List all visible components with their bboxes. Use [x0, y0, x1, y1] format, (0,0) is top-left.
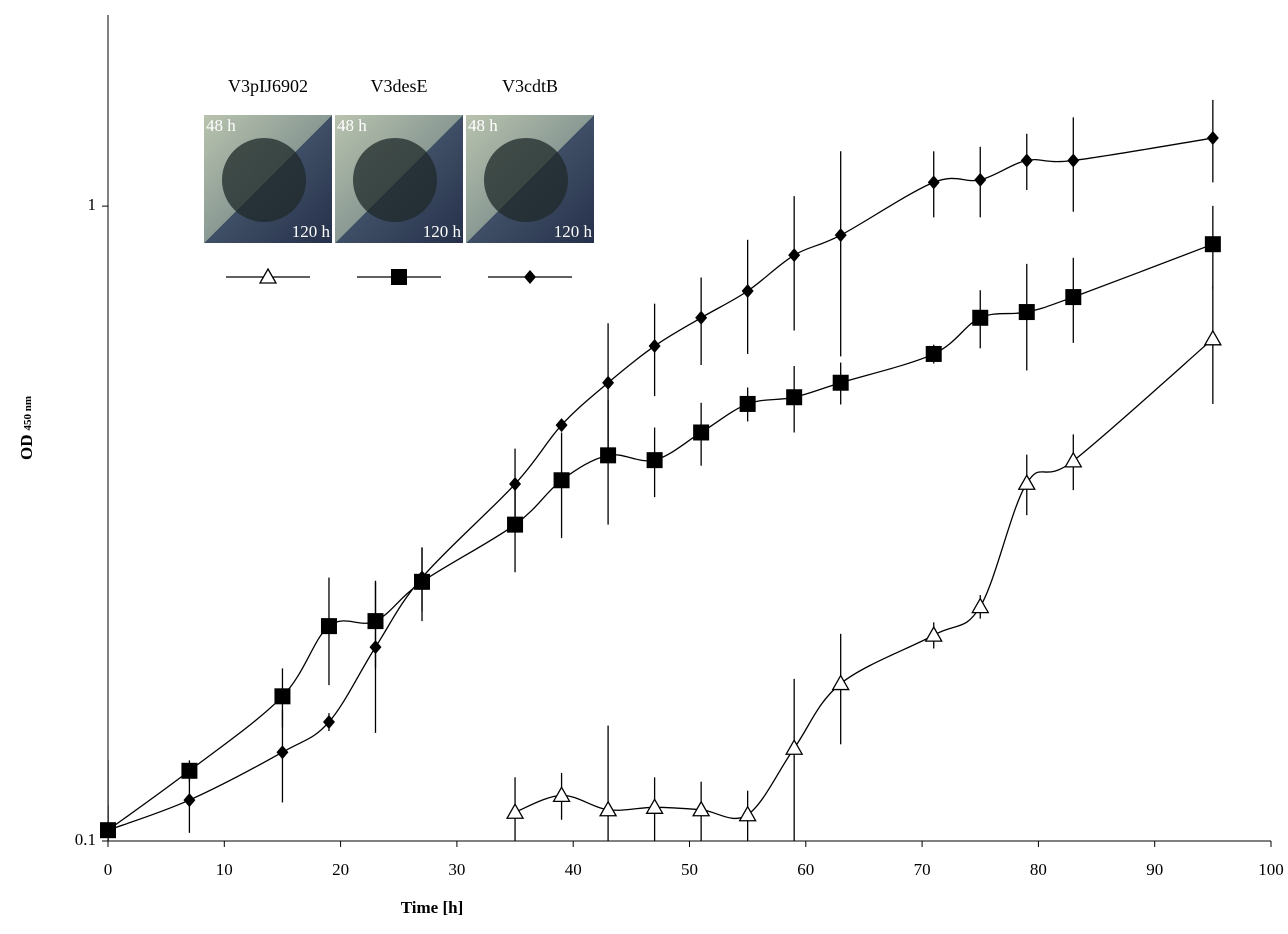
marker-diamond	[1206, 131, 1219, 146]
marker-square	[320, 618, 337, 635]
marker-diamond	[927, 175, 940, 190]
marker-diamond	[555, 418, 568, 433]
legend-marker	[258, 267, 278, 284]
photo-label: 48 h	[337, 116, 367, 135]
marker-square	[1018, 304, 1035, 321]
y-tick-label: 0.1	[75, 830, 96, 849]
x-tick-label: 90	[1146, 860, 1163, 879]
marker-square	[693, 424, 710, 441]
marker-square	[646, 452, 663, 469]
marker-diamond	[183, 793, 196, 808]
marker-square	[600, 447, 617, 464]
marker-square	[786, 389, 803, 406]
x-tick-label: 60	[797, 860, 814, 879]
marker-triangle	[1064, 451, 1083, 468]
marker-square	[972, 309, 989, 326]
marker-triangle	[924, 625, 943, 642]
marker-square	[1204, 236, 1221, 253]
marker-triangle	[598, 800, 618, 817]
marker-square	[181, 762, 198, 779]
photo-label: 120 h	[554, 222, 593, 241]
y-label-sub: 450 nm	[22, 396, 34, 431]
photo-colony	[353, 138, 437, 222]
marker-diamond	[1020, 153, 1033, 168]
marker-triangle	[971, 597, 990, 614]
x-tick-label: 30	[448, 860, 465, 879]
marker-triangle	[831, 674, 850, 691]
marker-triangle	[505, 802, 525, 819]
marker-diamond	[788, 248, 801, 263]
marker-square	[1065, 289, 1082, 306]
marker-square	[507, 516, 524, 533]
marker-diamond	[602, 375, 615, 390]
marker-triangle	[785, 738, 804, 755]
legend-marker	[524, 270, 536, 284]
marker-square	[832, 374, 849, 391]
series-line	[108, 243, 1214, 831]
x-tick-label: 20	[332, 860, 349, 879]
x-tick-label: 10	[216, 860, 233, 879]
marker-diamond	[1067, 153, 1080, 168]
x-tick-label: 0	[104, 860, 113, 879]
marker-square	[739, 395, 756, 412]
marker-triangle	[738, 805, 757, 822]
marker-square	[553, 472, 570, 489]
y-axis-label: OD 450 nm	[17, 396, 36, 460]
series-line	[514, 338, 1214, 820]
legend-label: V3desE	[371, 76, 428, 96]
photo-colony	[484, 138, 568, 222]
x-axis-label: Time [h]	[401, 898, 464, 917]
marker-triangle	[552, 786, 571, 803]
x-tick-label: 40	[565, 860, 582, 879]
y-label-main: OD	[17, 435, 36, 461]
photo-colony	[222, 138, 306, 222]
marker-diamond	[741, 284, 754, 299]
marker-diamond	[416, 570, 429, 585]
marker-diamond	[102, 823, 114, 838]
photo-label: 48 h	[468, 116, 498, 135]
marker-diamond	[509, 477, 522, 492]
marker-diamond	[695, 310, 708, 325]
marker-diamond	[648, 339, 661, 354]
x-tick-label: 80	[1030, 860, 1047, 879]
legend-label: V3cdtB	[502, 76, 558, 96]
y-tick-label: 1	[88, 195, 97, 214]
marker-triangle	[692, 800, 711, 817]
marker-diamond	[834, 228, 847, 243]
marker-square	[367, 613, 384, 630]
marker-diamond	[322, 714, 335, 729]
marker-diamond	[276, 745, 289, 760]
photo-label: 120 h	[292, 222, 331, 241]
marker-triangle	[1203, 329, 1222, 346]
marker-diamond	[974, 172, 987, 187]
x-tick-label: 100	[1258, 860, 1284, 879]
marker-diamond	[369, 640, 382, 655]
marker-triangle	[645, 797, 664, 814]
photo-label: 48 h	[206, 116, 236, 135]
x-tick-label: 50	[681, 860, 698, 879]
legend-marker	[391, 269, 407, 285]
marker-square	[925, 345, 942, 362]
marker-square	[274, 688, 291, 705]
x-tick-label: 70	[914, 860, 931, 879]
marker-triangle	[1017, 473, 1036, 490]
photo-label: 120 h	[423, 222, 462, 241]
legend-label: V3pIJ6902	[228, 76, 308, 96]
